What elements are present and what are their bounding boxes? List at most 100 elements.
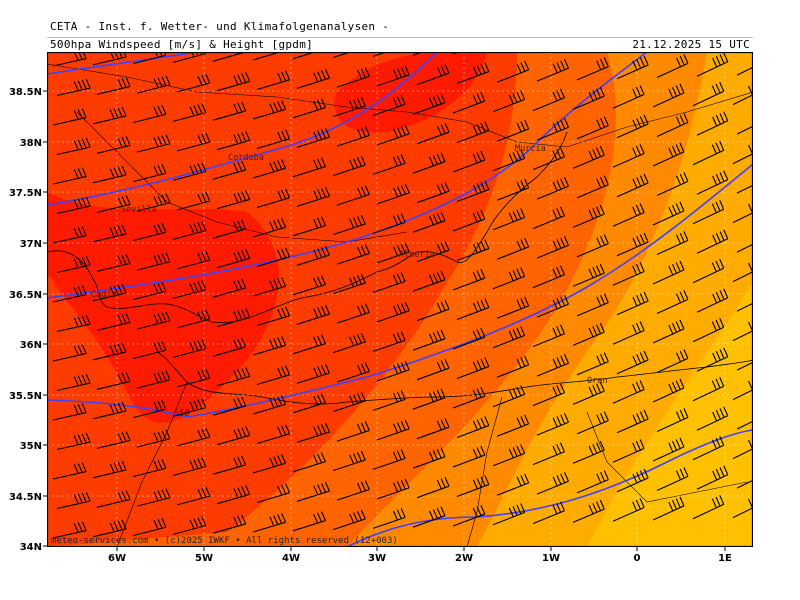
barb-feather (480, 504, 486, 515)
barb-feather (360, 391, 366, 402)
barb-shaft (136, 261, 171, 271)
barb-feather (189, 342, 195, 352)
barb-shaft (372, 162, 406, 175)
wind-barb (496, 237, 530, 260)
barb-feather (559, 383, 565, 394)
wind-barb (696, 347, 729, 372)
barb-shaft (292, 166, 326, 178)
barb-feather (440, 301, 446, 311)
barb-feather (197, 429, 203, 440)
barb-feather (632, 265, 638, 276)
barb-feather (675, 498, 681, 508)
barb-feather (676, 293, 682, 303)
barb-feather (77, 286, 83, 296)
barb-feather (157, 283, 163, 293)
wind-barb (616, 350, 649, 375)
barb-feather (237, 251, 243, 261)
barb-shaft (576, 479, 609, 494)
wind-barb (576, 175, 609, 199)
wind-barb (412, 329, 446, 351)
wind-barb (656, 290, 689, 315)
barb-feather (349, 454, 355, 465)
barb-feather (197, 134, 203, 145)
barb-feather (77, 139, 83, 150)
barb-feather (85, 373, 91, 384)
barb-shaft (252, 167, 286, 179)
barb-shaft (252, 521, 286, 533)
barb-feather (476, 360, 482, 370)
wind-barb (256, 424, 291, 445)
barb-shaft (56, 441, 91, 451)
barb-feather (600, 236, 606, 246)
wind-barb (492, 385, 526, 408)
barb-shaft (656, 357, 689, 374)
barb-shaft (252, 226, 286, 238)
barb-feather (639, 498, 645, 508)
barb-feather (712, 411, 718, 422)
barb-shaft (656, 239, 689, 256)
wind-barb (332, 332, 366, 354)
barb-shaft (496, 187, 529, 201)
barb-shaft (532, 156, 565, 171)
wind-barb (612, 144, 645, 168)
barb-shaft (452, 218, 486, 232)
barb-feather (73, 346, 79, 356)
barb-feather (324, 68, 330, 79)
barb-feather (277, 278, 283, 288)
barb-feather (672, 146, 678, 156)
barb-feather (715, 378, 721, 389)
wind-barb (452, 150, 486, 173)
barb-shaft (336, 75, 370, 88)
barb-feather (157, 490, 163, 500)
barb-feather (639, 144, 645, 154)
barb-feather (563, 472, 569, 482)
barb-feather (313, 426, 319, 437)
wind-barb (456, 121, 490, 144)
barb-feather (353, 394, 359, 404)
barb-feather (683, 290, 689, 300)
wind-barb (616, 409, 649, 434)
barb-feather (683, 408, 689, 418)
barb-feather (715, 292, 721, 302)
barb-feather (668, 383, 674, 394)
barb-feather (588, 504, 594, 515)
barb-feather (559, 324, 565, 335)
barb-feather (81, 433, 87, 444)
wind-barb (172, 339, 207, 358)
wind-barb (452, 504, 486, 527)
barb-feather (396, 68, 402, 78)
barb-feather (277, 514, 283, 524)
barb-shaft (532, 274, 565, 289)
barb-shaft (576, 243, 609, 258)
wind-barb (376, 360, 410, 382)
barb-feather (600, 295, 606, 305)
barb-feather (157, 519, 163, 529)
barb-feather (432, 273, 438, 283)
barb-feather (639, 293, 645, 303)
barb-feather (165, 488, 171, 498)
speed-band-strong (47, 52, 517, 547)
barb-feather (556, 149, 562, 159)
header-divider (47, 37, 753, 38)
barb-feather (404, 242, 410, 253)
barb-shaft (416, 249, 450, 263)
barb-shaft (412, 161, 446, 174)
barb-feather (201, 74, 207, 85)
barb-feather (484, 475, 490, 485)
barb-feather (320, 157, 326, 167)
wind-barb (256, 129, 291, 150)
wind-barb (96, 136, 131, 154)
barb-feather (392, 274, 398, 285)
barb-feather (396, 186, 402, 196)
barb-shaft (416, 308, 450, 322)
barb-feather (233, 162, 239, 173)
barb-feather (675, 144, 681, 154)
barb-feather (393, 423, 399, 434)
wind-barb (256, 247, 291, 268)
barb-feather (357, 69, 363, 80)
wind-barb (132, 164, 167, 183)
barb-feather (233, 75, 239, 86)
wind-barb (656, 408, 689, 433)
wind-barb (572, 440, 605, 464)
barb-feather (153, 402, 159, 412)
